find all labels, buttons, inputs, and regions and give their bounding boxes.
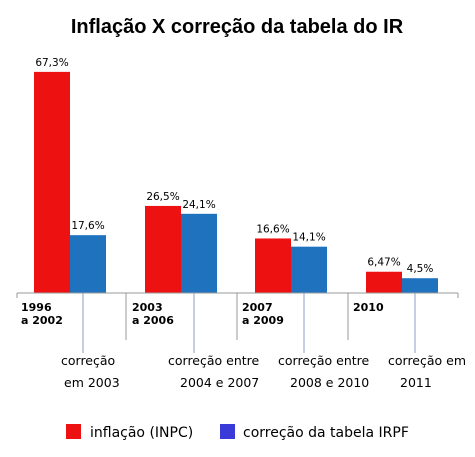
correction-note-line: correção entre: [278, 353, 370, 368]
inflation-value-label-4: 6,47%: [367, 257, 400, 269]
inflation-value-label-2: 26,5%: [146, 191, 179, 203]
category-label-line: a 2002: [21, 314, 63, 327]
correction-note-line: em 2003: [64, 375, 120, 390]
inflation-bar-1: [34, 71, 70, 293]
category-label-line: 2007: [242, 301, 273, 314]
category-label-1: 1996 a 2002: [21, 301, 63, 327]
category-label-line: 2010: [353, 301, 384, 314]
correction-note-line: correção: [61, 353, 115, 368]
correction-note-line: 2008 e 2010: [290, 375, 369, 390]
correction-bar-2: [181, 213, 217, 293]
category-label-2: 2003 a 2006: [132, 301, 174, 327]
correction-note-line: correção entre: [168, 353, 260, 368]
correction-note-line: 2004 e 2007: [180, 375, 259, 390]
correction-value-label-1: 17,6%: [71, 220, 104, 232]
legend-swatch-correction: [220, 424, 235, 439]
legend-swatch-inflation: [66, 424, 81, 439]
bars-layer: [34, 71, 438, 293]
correction-value-label-3: 14,1%: [292, 232, 325, 244]
legend-label-correction: correção da tabela IRPF: [243, 425, 409, 441]
correction-note-line: correção em: [388, 353, 466, 368]
correction-note-1: correção em 2003: [61, 353, 120, 390]
correction-bar-4: [402, 278, 438, 293]
legend-label-inflation: inflação (INPC): [90, 425, 193, 441]
inflation-value-label-3: 16,6%: [256, 223, 289, 235]
category-label-line: a 2006: [132, 314, 174, 327]
correction-note-line: 2011: [400, 375, 432, 390]
inflation-bar-3: [255, 238, 291, 293]
axis-layer: [16, 292, 459, 353]
legend: inflação (INPC) correção da tabela IRPF: [66, 424, 409, 441]
inflation-bar-4: [366, 271, 402, 293]
category-label-line: 2003: [132, 301, 163, 314]
category-label-3: 2007 a 2009: [242, 301, 284, 327]
chart-title: Inflação X correção da tabela do IR: [71, 16, 404, 38]
category-label-4: 2010: [353, 301, 384, 314]
correction-bar-1: [70, 235, 106, 293]
correction-note-2: correção entre 2004 e 2007: [168, 353, 260, 390]
inflation-bar-2: [145, 205, 181, 293]
category-label-line: 1996: [21, 301, 52, 314]
labels-layer: 67,3% 26,5% 16,6% 6,47% 17,6% 24,1% 14,1% 4,5% 1…: [21, 57, 466, 390]
category-label-line: a 2009: [242, 314, 284, 327]
correction-note-3: correção entre 2008 e 2010: [278, 353, 370, 390]
correction-value-label-4: 4,5%: [407, 263, 434, 275]
correction-bar-3: [291, 246, 327, 293]
correction-value-label-2: 24,1%: [182, 199, 215, 211]
inflation-value-label-1: 67,3%: [35, 57, 68, 69]
correction-note-4: correção em 2011: [388, 353, 466, 390]
